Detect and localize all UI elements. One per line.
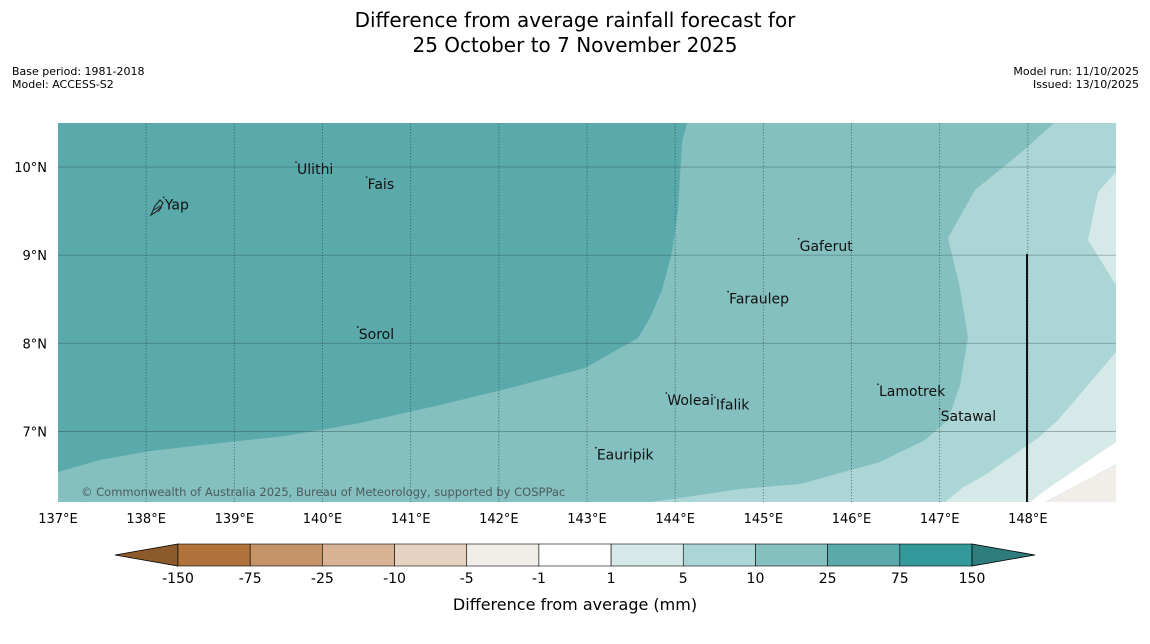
rain-band-neutral xyxy=(1030,442,1116,502)
colorbar-tick-label: -25 xyxy=(311,571,334,587)
colorbar-bin xyxy=(755,543,828,567)
longitude-tick-label: 145°E xyxy=(744,512,784,527)
colorbar-extend-high xyxy=(971,543,1036,567)
island-marker xyxy=(713,396,716,399)
colorbar: -150 -75 -25 -10 -5 -1 1 5 10 25 75 150 Difference f… xyxy=(114,543,1036,614)
base-period: Base period: 1981-2018 xyxy=(12,65,145,78)
rain-band-75-150 xyxy=(58,123,687,472)
place-label-woleai: Woleai xyxy=(667,393,714,409)
longitude-tick-label: 143°E xyxy=(567,512,607,527)
island-marker xyxy=(365,176,368,179)
colorbar-bin xyxy=(682,543,756,567)
latitude-tick-label: 9°N xyxy=(23,249,48,264)
rain-band-very-light xyxy=(945,172,1116,502)
latitude-tick-label: 10°N xyxy=(14,161,47,176)
yap-island-reef xyxy=(153,205,163,213)
island-marker xyxy=(797,237,800,240)
island-marker xyxy=(665,392,668,394)
colorbar-tick-label: 75 xyxy=(891,571,909,587)
colorbar-bin xyxy=(899,543,973,567)
colorbar-title: Difference from average (mm) xyxy=(453,595,697,614)
colorbar-tick-label: 1 xyxy=(607,571,616,587)
colorbar-bin xyxy=(249,543,323,567)
colorbar-bin xyxy=(827,543,901,567)
longitude-tick-label: 148°E xyxy=(1008,512,1048,527)
colorbar-bin xyxy=(322,543,395,567)
longitude-tick-label: 140°E xyxy=(303,512,343,527)
colorbar-tick-label: 5 xyxy=(679,571,688,587)
island-marker xyxy=(162,196,165,199)
copyright-text: © Commonwealth of Australia 2025, Bureau… xyxy=(81,485,565,499)
longitude-tick-label: 141°E xyxy=(391,512,431,527)
rain-band-slight-dry xyxy=(1047,465,1116,502)
colorbar-tick-label: -75 xyxy=(239,571,262,587)
island-marker xyxy=(877,383,879,386)
colorbar-bin xyxy=(394,543,468,567)
yap-island-coast xyxy=(149,199,164,217)
place-label-satawal: Satawal xyxy=(941,409,996,425)
map-title: Difference from average rainfall forecas… xyxy=(0,8,1150,58)
colorbar-bin xyxy=(466,543,540,567)
longitude-tick-label: 142°E xyxy=(479,512,519,527)
longitude-tick-label: 144°E xyxy=(655,512,695,527)
title-line-2: 25 October to 7 November 2025 xyxy=(412,33,738,57)
axis-ticks: 137°E 138°E 139°E 140°E 141°E 142°E 143°E 144°E… xyxy=(14,161,1047,527)
title-line-1: Difference from average rainfall forecas… xyxy=(354,8,796,32)
latitude-tick-label: 8°N xyxy=(23,337,48,352)
island-marker xyxy=(938,408,941,410)
island-marker xyxy=(356,326,359,328)
colorbar-tick-label: -150 xyxy=(162,571,194,587)
colorbar-tick-label: 150 xyxy=(959,571,986,587)
colorbar-tick-label: 25 xyxy=(819,571,837,587)
place-label-yap: Yap xyxy=(164,197,189,213)
place-label-sorol: Sorol xyxy=(359,327,394,343)
graticule xyxy=(58,123,1116,502)
longitude-tick-label: 146°E xyxy=(832,512,872,527)
places: Yap Ulithi Fais Gaferut Faraulep Sorol Lamotre… xyxy=(162,161,996,464)
model-run: Model run: 11/10/2025 xyxy=(1013,65,1139,78)
colorbar-bin xyxy=(610,543,684,567)
longitude-tick-label: 137°E xyxy=(38,512,78,527)
island-marker xyxy=(594,446,597,449)
meta-right: Model run: 11/10/2025 Issued: 13/10/2025 xyxy=(1013,65,1139,91)
place-label-fais: Fais xyxy=(368,177,395,193)
colorbar-bin xyxy=(177,543,251,567)
issued-date: Issued: 13/10/2025 xyxy=(1032,78,1139,91)
longitude-tick-label: 147°E xyxy=(920,512,960,527)
latitude-tick-label: 7°N xyxy=(23,425,48,440)
meta-left: Base period: 1981-2018 Model: ACCESS-S2 xyxy=(12,65,144,91)
colorbar-bin xyxy=(538,543,612,567)
island-marker xyxy=(295,161,297,164)
colorbar-tick-label: -10 xyxy=(383,571,406,587)
colorbar-extend-low xyxy=(114,543,179,567)
place-label-ifalik: Ifalik xyxy=(716,397,750,413)
longitude-tick-label: 139°E xyxy=(215,512,255,527)
colorbar-tick-label: -5 xyxy=(460,571,474,587)
island-marker xyxy=(727,290,729,293)
place-label-ulithi: Ulithi xyxy=(297,162,333,178)
place-label-eauripik: Eauripik xyxy=(597,448,655,464)
place-label-lamotrek: Lamotrek xyxy=(879,384,946,400)
model-name: Model: ACCESS-S2 xyxy=(12,78,114,91)
place-label-faraulep: Faraulep xyxy=(729,292,789,308)
colorbar-tick-label: -1 xyxy=(532,571,546,587)
coastlines xyxy=(149,199,1028,502)
longitude-tick-label: 138°E xyxy=(126,512,166,527)
place-label-gaferut: Gaferut xyxy=(800,239,854,255)
colorbar-tick-label: 10 xyxy=(747,571,765,587)
